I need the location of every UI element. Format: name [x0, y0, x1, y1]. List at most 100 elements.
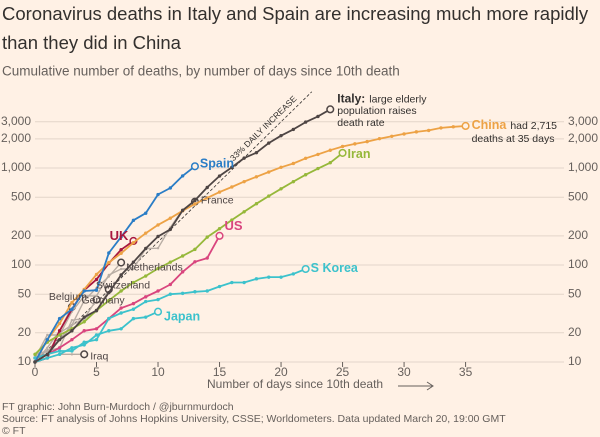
x-tick-label: 20 [274, 365, 288, 379]
series-point [119, 273, 123, 277]
series-point [193, 290, 197, 294]
chart-subtitle: Cumulative number of deaths, by number o… [2, 64, 400, 79]
y-tick-label-right: 2,000 [568, 131, 598, 145]
series-label: France [201, 194, 234, 206]
series-point [131, 316, 136, 321]
series-point [107, 251, 111, 255]
series-point [205, 256, 209, 260]
series-point [168, 186, 173, 190]
series-point [46, 333, 49, 337]
series-name: S Korea [311, 261, 359, 275]
series-label: Japan [164, 310, 200, 324]
series-point [95, 294, 98, 298]
chart-title: than they did in China [2, 32, 182, 53]
series-point [46, 349, 49, 353]
series-point [353, 142, 357, 146]
series-point [57, 321, 62, 326]
series-point [131, 240, 136, 245]
y-tick-label-right: 10 [568, 354, 582, 368]
series-point [451, 125, 455, 129]
series-line [34, 235, 221, 359]
series-point [316, 114, 320, 119]
series-line [34, 165, 196, 363]
footer-copyright: © FT [2, 425, 26, 437]
series-point [217, 226, 222, 231]
series-point [57, 333, 62, 337]
series-point [156, 223, 160, 227]
series-point [267, 170, 271, 174]
series-point [267, 194, 271, 198]
series-point [414, 130, 419, 134]
series-point [94, 272, 99, 277]
series-point [33, 352, 37, 357]
series-point [94, 277, 99, 282]
series-name: Japan [164, 310, 200, 324]
x-tick-label: 0 [32, 365, 39, 379]
series-point [217, 190, 222, 194]
y-tick-label: 1,000 [1, 160, 31, 174]
series-point [82, 343, 86, 347]
series-note: large elderly [369, 93, 427, 105]
series-point [82, 315, 86, 319]
x-tick-label: 25 [336, 365, 350, 379]
series-point [303, 173, 308, 177]
series-point [45, 337, 50, 342]
series-point [291, 179, 296, 184]
series-point [94, 288, 99, 292]
series-point [205, 185, 209, 190]
chart-title: Coronavirus deaths in Italy and Spain ar… [2, 3, 589, 24]
series-point [168, 260, 173, 264]
series-point [119, 235, 123, 239]
series-point [70, 329, 74, 333]
series-end-point [117, 258, 126, 267]
series-point [168, 227, 173, 232]
series-point [230, 185, 234, 189]
series-end-point [153, 307, 163, 316]
series-point [291, 272, 296, 276]
series-label: Spain [200, 157, 234, 171]
series-point [82, 340, 86, 344]
series-point [82, 329, 86, 333]
y-tick-label: 2,000 [1, 131, 31, 145]
series-name: Netherlands [126, 261, 183, 273]
x-axis-label: Number of days since 10th death [207, 377, 383, 391]
series-end-point [338, 148, 347, 157]
series-end-point [461, 121, 470, 131]
series-end-point [326, 105, 335, 114]
series-point [279, 187, 283, 191]
series-point [180, 208, 185, 213]
series-point [316, 166, 320, 171]
y-tick-label-right: 200 [568, 228, 588, 242]
series-point [132, 267, 135, 271]
series-label: US [225, 218, 243, 233]
series-point [340, 144, 345, 149]
series-label: Germany [82, 294, 126, 306]
series-point [426, 128, 431, 133]
series-point [94, 327, 99, 331]
series-point [57, 337, 62, 342]
series-point [439, 126, 443, 130]
series-point [279, 275, 283, 279]
series-point [94, 308, 99, 313]
series-point [131, 307, 136, 311]
series-point [267, 141, 271, 145]
series-point [119, 289, 123, 293]
series-point [131, 280, 136, 285]
series-point [254, 201, 259, 206]
series-point [144, 211, 148, 215]
reference-line [34, 91, 313, 363]
series-point [70, 318, 74, 322]
series-note: had 2,715 [510, 120, 557, 132]
series-point [180, 174, 185, 178]
series-line [34, 125, 466, 363]
series-name: France [201, 194, 234, 206]
series-name: Iran [348, 147, 371, 161]
series-point [267, 275, 271, 279]
series-point [94, 333, 99, 337]
y-tick-label: 200 [11, 228, 31, 242]
series-point [70, 323, 74, 327]
series-point [230, 280, 234, 285]
series-point [83, 299, 86, 302]
x-tick-label: 30 [397, 365, 411, 379]
